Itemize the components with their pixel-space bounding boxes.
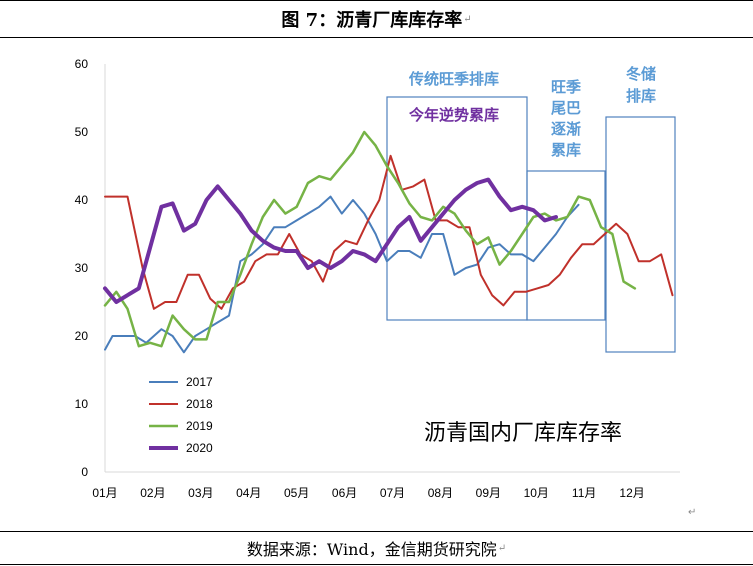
- x-tick-label: 08月: [428, 486, 453, 500]
- annotation-box-winter-storage: [605, 116, 676, 353]
- paragraph-mark: ↵: [463, 13, 472, 25]
- y-axis-ticks: 0 10 20 30 40 50 60: [75, 57, 89, 479]
- source-text: 数据来源：Wind，金信期货研究院: [246, 540, 497, 559]
- legend-label-2018: 2018: [186, 397, 213, 411]
- legend-label-2019: 2019: [186, 419, 213, 433]
- paragraph-mark-2: ↵: [688, 507, 697, 518]
- figure-title-text: 图 7：沥青厂库库存率: [281, 10, 463, 31]
- y-tick-label: 20: [75, 329, 89, 343]
- series-lines: [103, 130, 674, 354]
- x-tick-label: 06月: [332, 486, 357, 500]
- x-tick-label: 02月: [140, 486, 165, 500]
- x-tick-label: 10月: [524, 486, 549, 500]
- x-tick-label: 09月: [476, 486, 501, 500]
- series-line-2018: [104, 154, 674, 310]
- y-tick-label: 40: [75, 193, 89, 207]
- paragraph-mark-3: ↵: [497, 542, 507, 554]
- y-tick-label: 50: [75, 125, 89, 139]
- y-tick-label: 60: [75, 57, 89, 71]
- legend: 2017 2018 2019 2020: [149, 375, 213, 455]
- annotation-box-peak-season: [386, 96, 528, 321]
- x-tick-label: 04月: [236, 486, 261, 500]
- legend-label-2020: 2020: [186, 441, 213, 455]
- y-tick-label: 0: [81, 465, 88, 479]
- annotation-box-season-tail: [526, 170, 606, 321]
- x-tick-label: 11月: [572, 486, 596, 500]
- series-line-2019: [103, 130, 637, 348]
- series-line-2017: [104, 195, 580, 354]
- x-tick-label: 03月: [188, 486, 213, 500]
- annotation-label: 今年逆势累库: [408, 106, 499, 124]
- chart-title: 沥青国内厂库库存率: [424, 421, 622, 446]
- plot-frame: [104, 64, 680, 473]
- y-tick-label: 30: [75, 261, 89, 275]
- source-note: 数据来源：Wind，金信期货研究院 ↵: [0, 533, 753, 563]
- annotation-label: 冬储排库: [626, 65, 656, 105]
- annotation-boxes: [386, 96, 676, 353]
- x-tick-label: 01月: [92, 486, 117, 500]
- legend-label-2017: 2017: [186, 375, 213, 389]
- x-tick-label: 12月: [619, 486, 644, 500]
- x-axis-ticks: 01月 02月 03月 04月 05月 06月 07月 08月 09月 10月 11月 12月: [92, 486, 644, 500]
- figure-title: 图 7：沥青厂库库存率 ↵: [0, 2, 753, 36]
- series-line-2020: [103, 177, 558, 304]
- chart-area: 0 10 20 30 40 50 60 01月 02月 03月 04月 05月 06月 07月 08月 09…: [75, 57, 680, 500]
- annotation-label: 传统旺季排库: [408, 70, 499, 88]
- annotation-label: 旺季尾巴逐渐累库: [551, 78, 581, 159]
- x-tick-label: 07月: [380, 486, 405, 500]
- y-tick-label: 10: [75, 397, 89, 411]
- x-tick-label: 05月: [284, 486, 309, 500]
